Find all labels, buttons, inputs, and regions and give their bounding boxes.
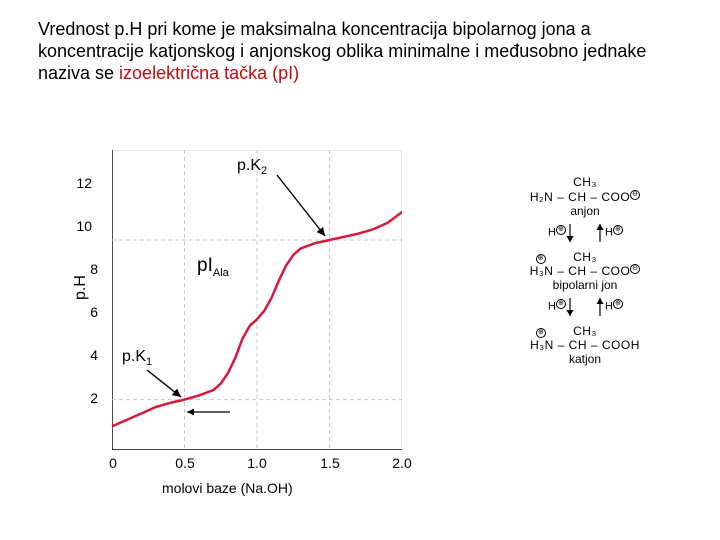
caption-highlight: izoelektrična tačka (pI) (119, 63, 299, 83)
proton-arrows-1: H⊕ H⊕ (480, 222, 690, 246)
ytick-6: 6 (68, 304, 98, 320)
ytick-8: 8 (68, 261, 98, 277)
species-zwitterion: CH₃ ⊕ H₃N – CH – COO⊖ bipolarni jon (480, 250, 690, 292)
x-axis-label: molovi baze (Na.OH) (162, 480, 293, 496)
caption-text: Vrednost p.H pri kome je maksimalna konc… (38, 18, 678, 84)
cation-formula: H₃N – CH – COOH (530, 338, 640, 352)
anion-formula: H₂N – CH – COO (530, 190, 630, 204)
pK2-label: p.K2 (237, 157, 267, 177)
y-axis-label: p.H (72, 275, 90, 300)
xtick-0.5: 0.5 (170, 455, 200, 471)
plus-icon: ⊕ (536, 254, 546, 264)
species-cation: CH₃ ⊕ H₃N – CH – COOH katjon (480, 324, 690, 366)
ytick-12: 12 (62, 175, 92, 191)
xtick-1.0: 1.0 (242, 455, 272, 471)
cation-top: CH₃ (480, 324, 690, 338)
species-legend: CH₃ H₂N – CH – COO⊖ anjon H⊕ H⊕ CH₃ (480, 175, 690, 370)
zwitter-label: bipolarni jon (480, 278, 690, 292)
minus-icon: ⊖ (630, 264, 640, 274)
pI-label: pIAla (197, 255, 229, 279)
anion-label: anjon (480, 204, 690, 218)
proton-arrows-2: H⊕ H⊕ (480, 296, 690, 320)
ytick-2: 2 (68, 390, 98, 406)
species-anion: CH₃ H₂N – CH – COO⊖ anjon (480, 175, 690, 218)
plot-svg (112, 150, 402, 450)
anion-top: CH₃ (480, 175, 690, 189)
xtick-0: 0 (98, 455, 128, 471)
xtick-1.5: 1.5 (315, 455, 345, 471)
pK1-label: p.K1 (122, 348, 152, 368)
xtick-2.0: 2.0 (387, 455, 417, 471)
ytick-10: 10 (62, 218, 92, 234)
cation-label: katjon (480, 352, 690, 366)
minus-icon: ⊖ (630, 190, 640, 200)
zwitter-top: CH₃ (480, 250, 690, 264)
zwitter-formula: H₃N – CH – COO (530, 264, 631, 278)
ytick-4: 4 (68, 347, 98, 363)
